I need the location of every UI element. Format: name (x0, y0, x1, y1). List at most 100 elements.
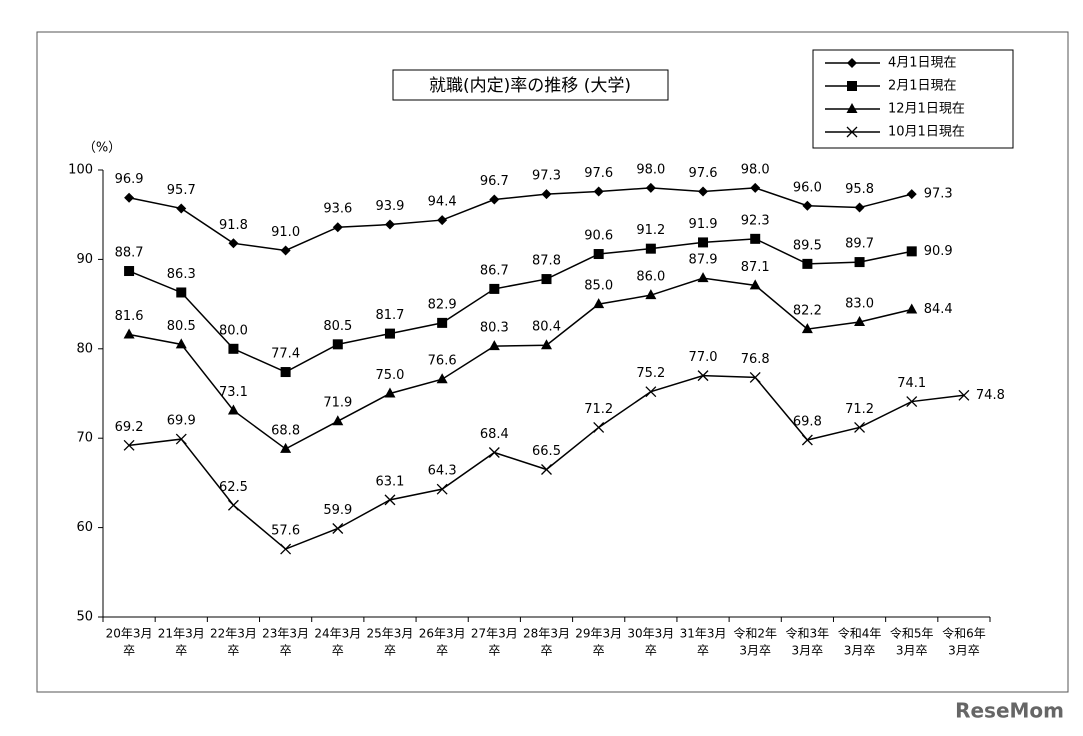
x-tick-label: 卒 (227, 644, 239, 658)
x-tick-label: 3月卒 (844, 644, 876, 658)
marker (645, 182, 656, 193)
data-label: 57.6 (271, 524, 300, 539)
data-label: 77.0 (689, 350, 718, 365)
x-tick-label: 30年3月 (627, 627, 674, 641)
x-tick-label: 令和2年 (733, 626, 777, 641)
marker (437, 215, 448, 226)
data-label: 82.9 (428, 297, 457, 312)
marker (123, 439, 135, 451)
data-label: 85.0 (584, 279, 613, 294)
marker (332, 222, 343, 233)
marker (488, 447, 500, 458)
data-label: 97.6 (689, 166, 718, 181)
marker (541, 339, 552, 350)
marker (906, 189, 917, 200)
data-label: 69.9 (167, 414, 196, 429)
marker (227, 499, 239, 511)
legend-label: 4月1日現在 (888, 56, 957, 71)
marker (332, 415, 344, 426)
x-tick-label: 卒 (280, 644, 292, 658)
marker (593, 298, 605, 309)
data-label: 95.7 (167, 183, 196, 198)
data-label: 81.7 (375, 308, 404, 323)
marker (802, 200, 813, 211)
marker (698, 237, 709, 248)
marker (645, 289, 657, 300)
data-label: 75.0 (375, 368, 404, 383)
marker (280, 245, 291, 256)
marker (332, 523, 344, 534)
data-label: 97.6 (584, 166, 613, 181)
data-label: 89.5 (793, 238, 822, 253)
marker (854, 422, 866, 433)
x-tick-label: 卒 (332, 644, 344, 658)
legend-marker (847, 58, 857, 68)
legend-marker (846, 126, 858, 138)
data-label: 95.8 (845, 182, 874, 197)
x-tick-label: 卒 (540, 644, 552, 658)
marker (124, 266, 135, 277)
data-label: 64.3 (428, 464, 457, 479)
marker (280, 367, 291, 378)
series-line (128, 187, 912, 252)
marker (489, 283, 500, 294)
watermark: ReseMom (955, 699, 1064, 723)
data-label: 91.9 (689, 217, 718, 232)
x-tick-label: 令和3年 (786, 626, 830, 641)
x-tick-label: 31年3月 (680, 627, 727, 641)
marker (175, 338, 187, 349)
marker (175, 433, 187, 445)
data-label: 94.4 (428, 195, 457, 210)
data-label: 96.9 (115, 172, 144, 187)
x-tick-label: 卒 (175, 644, 187, 658)
marker (697, 272, 709, 283)
data-label: 89.7 (845, 237, 874, 252)
data-label: 91.8 (219, 218, 248, 233)
marker (384, 494, 396, 506)
y-tick-label: 90 (76, 252, 93, 267)
series-line (128, 277, 912, 450)
data-label: 91.2 (636, 223, 665, 238)
data-label: 98.0 (741, 162, 770, 177)
series-line (128, 374, 965, 550)
x-tick-label: 卒 (645, 644, 657, 658)
marker (541, 274, 552, 285)
data-label: 87.1 (741, 260, 770, 275)
data-label: 93.6 (323, 202, 352, 217)
data-label: 74.1 (897, 376, 926, 391)
marker (958, 389, 970, 401)
marker (593, 186, 604, 197)
title-box (392, 69, 669, 101)
data-label: 71.9 (323, 396, 352, 411)
data-label: 86.3 (167, 267, 196, 282)
data-label: 69.8 (793, 414, 822, 429)
marker (750, 233, 761, 244)
data-label: 62.5 (219, 480, 248, 495)
marker (436, 373, 448, 384)
marker (906, 246, 917, 257)
data-label: 80.5 (323, 319, 352, 334)
x-tick-label: 3月卒 (896, 644, 928, 658)
x-tick-label: 25年3月 (367, 627, 414, 641)
data-label: 97.3 (924, 187, 953, 202)
marker (176, 203, 187, 214)
data-label: 59.9 (323, 503, 352, 518)
marker (384, 219, 395, 230)
series-line (128, 238, 912, 373)
legend-label: 10月1日現在 (888, 125, 965, 140)
marker (593, 422, 605, 433)
marker (228, 343, 239, 354)
data-label: 83.0 (845, 296, 874, 311)
x-tick-label: 24年3月 (314, 627, 361, 641)
data-label: 66.5 (532, 444, 561, 459)
marker (227, 404, 239, 415)
data-label: 96.0 (793, 180, 822, 195)
data-label: 80.5 (167, 319, 196, 334)
marker (541, 189, 552, 200)
y-unit: （%） (83, 141, 121, 156)
marker (123, 328, 135, 339)
data-label: 84.4 (924, 302, 953, 317)
marker (854, 202, 865, 213)
data-label: 92.3 (741, 213, 770, 228)
